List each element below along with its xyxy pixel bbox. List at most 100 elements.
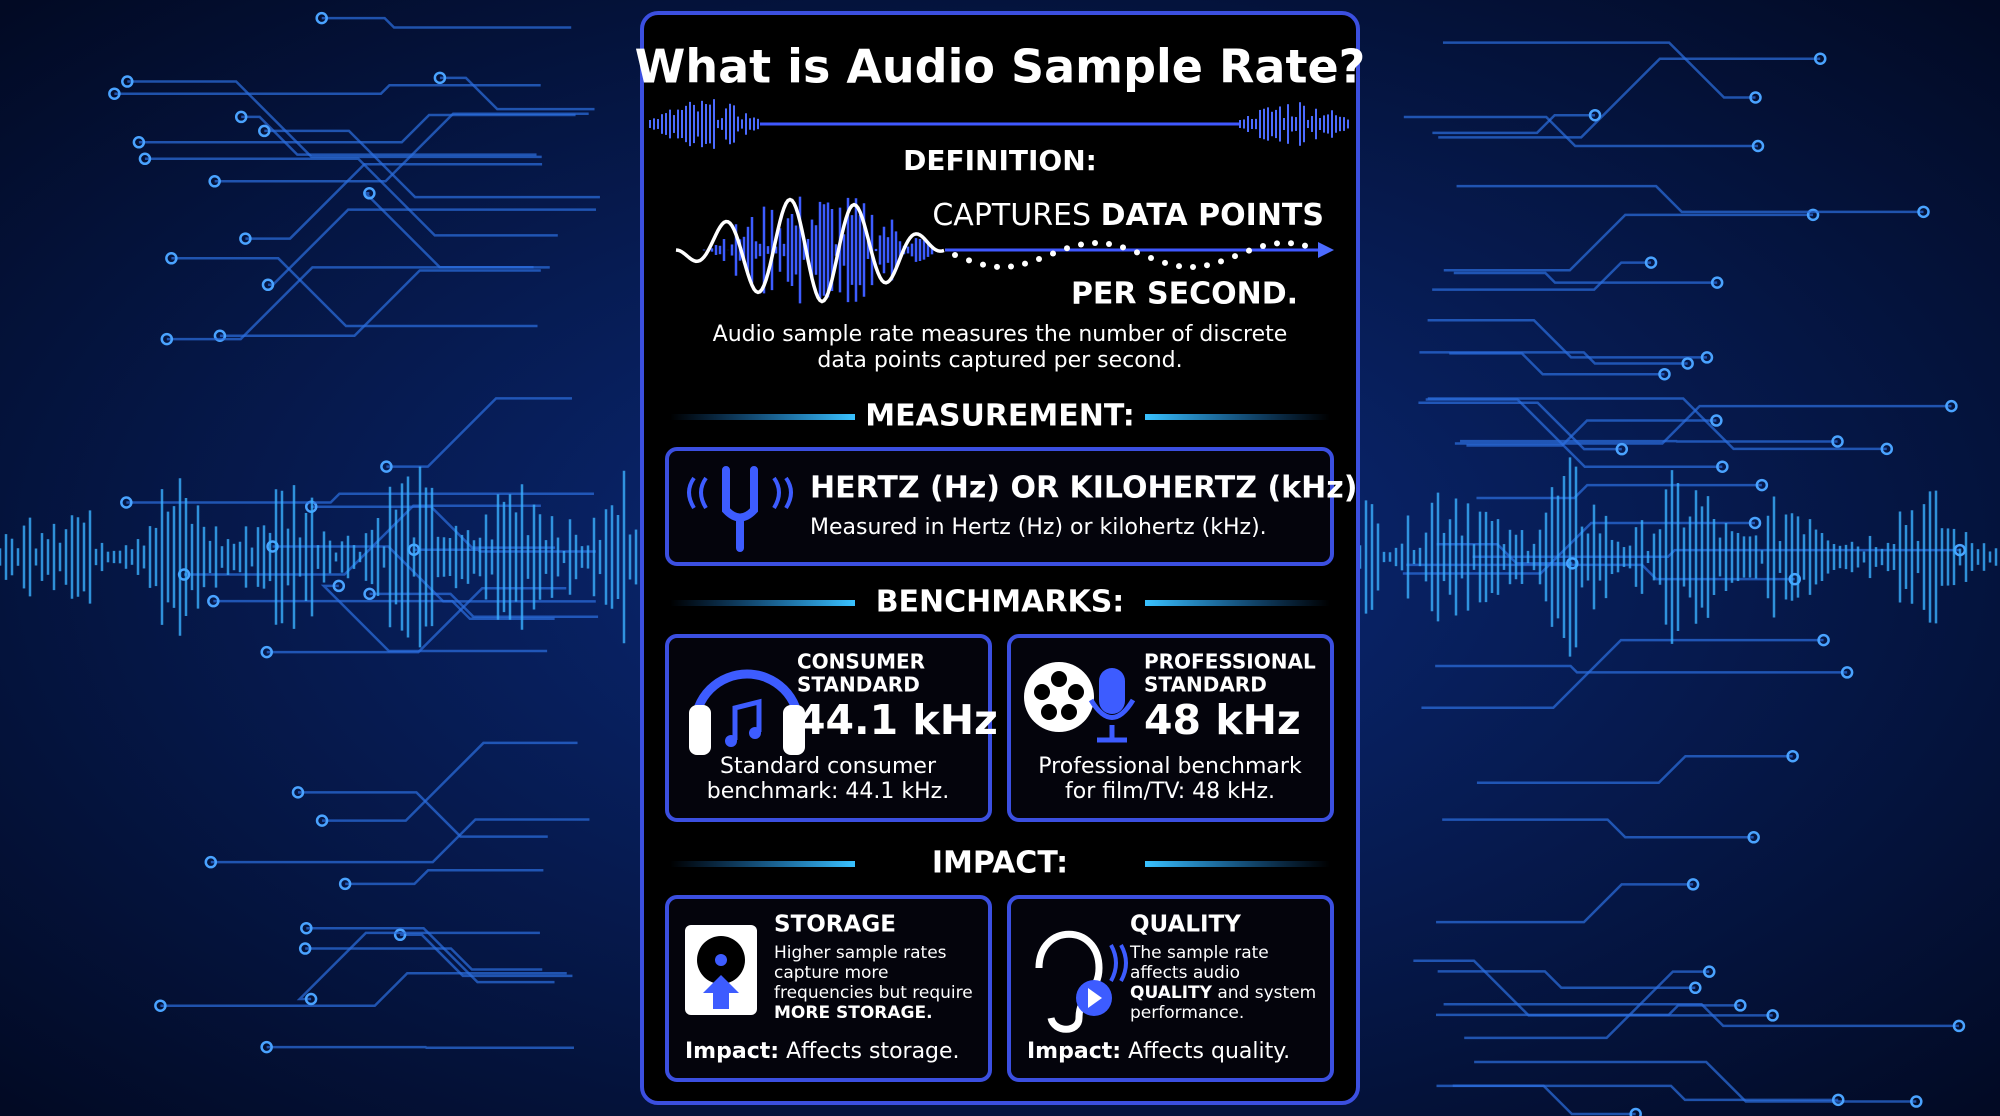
definition-text: Audio sample rate measures the number of… [713, 322, 1288, 347]
circuit-trace [311, 505, 556, 549]
circuit-node [433, 71, 447, 85]
circuit-node [291, 786, 305, 799]
signal-arc [784, 476, 793, 510]
impact-body: frequencies but require [774, 983, 973, 1003]
benchmark-text: for film/TV: 48 kHz. [1065, 779, 1275, 804]
circuit-node [304, 992, 318, 1006]
film-reel-hole [1061, 704, 1077, 720]
circuit-node [1734, 999, 1747, 1012]
sample-point [966, 257, 972, 264]
sample-point [1078, 241, 1084, 248]
benchmark-label: STANDARD [797, 673, 920, 697]
circuit-trace [219, 269, 541, 338]
circuit-node [207, 594, 220, 608]
circuit-node [298, 942, 312, 955]
impact-title: QUALITY [1130, 912, 1241, 938]
heading-glow [1145, 414, 1330, 420]
circuit-node [1806, 208, 1820, 222]
microphone-icon [1099, 668, 1125, 714]
impact-text: Affects quality. [1128, 1039, 1290, 1064]
card [665, 634, 992, 822]
circuit-trace [1436, 1084, 1839, 1102]
circuit-trace [306, 926, 555, 984]
sample-point [952, 252, 958, 258]
circuit-node [1817, 633, 1830, 647]
circuit-node [300, 921, 313, 935]
circuit-node [138, 152, 152, 166]
circuit-node [1658, 367, 1671, 381]
circuit-trace [1476, 483, 1762, 500]
circuit-node [1952, 1019, 1966, 1033]
headphones-cup [783, 705, 805, 755]
circuit-node [1716, 460, 1729, 473]
circuit-node [120, 496, 133, 509]
circuit-node [234, 110, 248, 124]
circuit-node [1910, 1095, 1923, 1108]
benchmark-text: Standard consumer [720, 754, 937, 779]
circuit-node [1689, 981, 1702, 995]
circuit-node [338, 877, 352, 891]
circuit-trace [171, 257, 538, 328]
circuit-trace [1427, 318, 1707, 359]
circuit-trace [320, 584, 548, 653]
circuit-node [1588, 108, 1602, 122]
section-heading: BENCHMARKS: [876, 585, 1125, 620]
circuit-trace [266, 587, 567, 654]
definition-wave [675, 197, 945, 304]
circuit-node [1831, 435, 1844, 448]
sample-point [1092, 240, 1098, 247]
measurement-title: HERTZ (Hz) OR KILOHERTZ (kHz) [810, 471, 1357, 506]
benchmark-value: 44.1 kHz [797, 696, 998, 744]
circuit-trace [213, 599, 555, 620]
circuit-node [315, 814, 329, 827]
circuit-node [239, 232, 252, 245]
sample-point [980, 261, 986, 268]
impact-body-run: MORE STORAGE. [774, 1003, 933, 1023]
circuit-trace [1476, 754, 1793, 785]
circuit-node [1749, 91, 1762, 104]
circuit-node [1747, 831, 1760, 844]
circuit-trace [1442, 818, 1754, 839]
circuit-trace [1437, 970, 1696, 990]
circuit-node [1813, 52, 1827, 65]
circuit-trace [266, 1045, 575, 1050]
circuit-node [380, 460, 393, 473]
caption-light: CAPTURES [932, 198, 1091, 233]
circuit-trace [1456, 184, 1924, 214]
circuit-node [1566, 557, 1579, 570]
impact-text: Affects storage. [786, 1039, 960, 1064]
circuit-trace [1442, 41, 1756, 99]
heading-glow [1145, 861, 1330, 867]
circuit-node [1644, 256, 1658, 269]
section-heading: IMPACT: [932, 846, 1068, 881]
sound-arc [1119, 944, 1128, 982]
impact-body: capture more [774, 963, 889, 983]
circuit-node [1681, 357, 1694, 370]
circuit-trace [439, 76, 595, 111]
circuit-trace [1421, 638, 1824, 710]
circuit-trace [297, 791, 548, 838]
circuit-trace [267, 208, 596, 287]
sample-point [1302, 242, 1308, 249]
headphones-cup [689, 705, 711, 755]
impact-body-run: affects audio [1130, 963, 1240, 983]
definition-arrow [1318, 242, 1334, 258]
definition-caption: PER SECOND. [1071, 277, 1298, 312]
circuit-trace [1403, 115, 1758, 148]
sample-point [1204, 262, 1210, 269]
circuit-trace [241, 115, 537, 156]
circuit-node [1629, 1107, 1642, 1116]
impact-body-run: and system [1212, 983, 1316, 1003]
circuit-trace [1452, 1084, 1636, 1116]
card [665, 447, 1334, 566]
circuit-node [132, 136, 146, 149]
caption-bold: DATA POINTS [1101, 198, 1324, 233]
circuit-trace [1466, 419, 1717, 447]
sample-point [1120, 244, 1126, 251]
film-reel-hole [1068, 684, 1084, 700]
impact-body: The sample rate [1129, 943, 1269, 963]
circuit-node [1686, 878, 1700, 891]
sample-point [1260, 243, 1266, 250]
impact-body-run: performance. [1130, 1003, 1244, 1023]
